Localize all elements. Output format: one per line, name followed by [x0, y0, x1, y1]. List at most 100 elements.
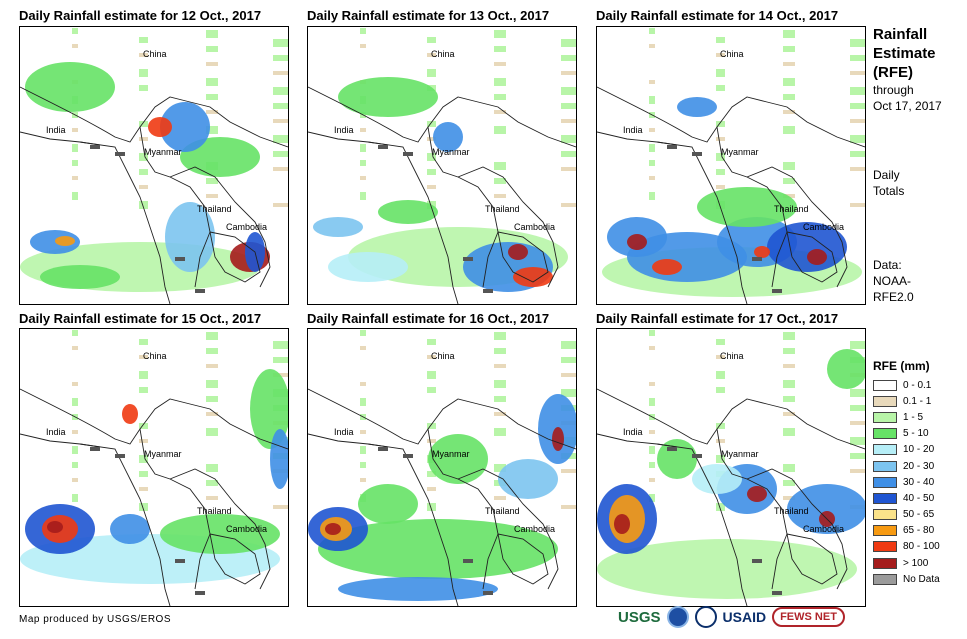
- map-canvas: [20, 28, 288, 304]
- rainfall-area: [433, 122, 463, 152]
- country-label-thailand: Thailand: [197, 204, 232, 214]
- light-rain-patch: [850, 421, 865, 425]
- light-rain-patch: [716, 371, 725, 379]
- light-rain-patch: [427, 137, 436, 141]
- legend-swatch: [873, 492, 897, 504]
- rainfall-area: [692, 464, 742, 494]
- light-rain-patch: [139, 53, 148, 57]
- legend-label: 5 - 10: [903, 428, 929, 440]
- country-label-myanmar: Myanmar: [432, 449, 470, 459]
- boundary-line: [597, 388, 865, 450]
- legend-item: 50 - 65: [873, 507, 940, 523]
- light-rain-patch: [783, 412, 795, 416]
- light-rain-patch: [139, 355, 148, 359]
- light-rain-patch: [72, 160, 78, 166]
- rainfall-area: [55, 236, 75, 246]
- light-rain-patch: [716, 53, 725, 57]
- boundary-line: [209, 231, 261, 283]
- light-rain-patch: [494, 464, 506, 472]
- light-rain-patch: [139, 69, 148, 77]
- panel-title-4: Daily Rainfall estimate for 15 Oct., 201…: [19, 311, 262, 326]
- light-rain-patch: [206, 62, 218, 66]
- map-canvas: [597, 330, 865, 606]
- light-rain-patch: [649, 128, 655, 132]
- legend-label: 50 - 65: [903, 509, 935, 521]
- light-rain-patch: [783, 46, 795, 52]
- delta-mark: [692, 454, 702, 458]
- light-rain-patch: [206, 126, 218, 134]
- legend-item: 80 - 100: [873, 539, 940, 555]
- light-rain-patch: [783, 380, 795, 388]
- light-rain-patch: [206, 332, 218, 340]
- legend-label: 65 - 80: [903, 525, 935, 537]
- light-rain-patch: [850, 469, 865, 473]
- light-rain-patch: [494, 30, 506, 38]
- legend-title: RFE (mm): [873, 359, 930, 373]
- light-rain-patch: [427, 371, 436, 379]
- light-rain-patch: [206, 94, 218, 100]
- delta-mark: [667, 145, 677, 149]
- light-rain-patch: [273, 39, 288, 47]
- country-label-china: China: [720, 49, 744, 59]
- delta-mark: [90, 447, 100, 451]
- boundary-line: [457, 468, 559, 590]
- light-rain-patch: [649, 478, 655, 482]
- rainfall-area: [677, 97, 717, 117]
- light-rain-patch: [649, 330, 655, 336]
- country-label-thailand: Thailand: [485, 506, 520, 516]
- boundary-line: [786, 231, 838, 283]
- light-rain-patch: [360, 430, 366, 434]
- country-label-india: India: [623, 125, 643, 135]
- country-label-india: India: [46, 125, 66, 135]
- light-rain-patch: [72, 446, 78, 454]
- light-rain-patch: [273, 87, 288, 95]
- light-rain-patch: [716, 355, 725, 359]
- light-rain-patch: [139, 471, 148, 477]
- legend-swatch: [873, 476, 897, 488]
- rainfall-area: [754, 246, 770, 258]
- legend-label: 1 - 5: [903, 411, 924, 423]
- rainfall-area: [614, 514, 630, 534]
- light-rain-patch: [716, 169, 725, 175]
- light-rain-patch: [561, 505, 576, 509]
- light-rain-patch: [494, 62, 506, 66]
- country-label-india: India: [623, 427, 643, 437]
- light-rain-patch: [72, 494, 78, 502]
- light-rain-patch: [427, 355, 436, 359]
- light-rain-patch: [427, 153, 436, 161]
- light-rain-patch: [72, 346, 78, 350]
- map-canvas: [308, 330, 576, 606]
- light-rain-patch: [273, 505, 288, 509]
- light-rain-patch: [72, 176, 78, 180]
- light-rain-patch: [206, 428, 218, 436]
- light-rain-patch: [360, 128, 366, 132]
- light-rain-patch: [427, 69, 436, 77]
- light-rain-patch: [206, 30, 218, 38]
- light-rain-patch: [139, 153, 148, 161]
- legend-item: 40 - 50: [873, 490, 940, 506]
- legend-swatch: [873, 444, 897, 456]
- boundary-line: [746, 166, 848, 288]
- light-rain-patch: [850, 71, 865, 75]
- light-rain-patch: [649, 398, 655, 406]
- light-rain-patch: [494, 46, 506, 52]
- delta-mark: [175, 559, 185, 563]
- country-label-china: China: [431, 49, 455, 59]
- light-rain-patch: [850, 167, 865, 171]
- light-rain-patch: [139, 37, 148, 43]
- boundary-line: [786, 533, 838, 585]
- light-rain-patch: [561, 135, 576, 143]
- light-rain-patch: [427, 487, 436, 491]
- light-rain-patch: [649, 192, 655, 200]
- light-rain-patch: [716, 185, 725, 189]
- country-label-cambodia: Cambodia: [803, 222, 845, 232]
- rainfall-area: [110, 514, 150, 544]
- country-label-cambodia: Cambodia: [514, 524, 556, 534]
- rainfall-area: [358, 484, 418, 524]
- light-rain-patch: [494, 380, 506, 388]
- light-rain-patch: [783, 94, 795, 100]
- light-rain-patch: [716, 387, 725, 393]
- light-rain-patch: [649, 346, 655, 350]
- country-label-myanmar: Myanmar: [432, 147, 470, 157]
- light-rain-patch: [139, 455, 148, 463]
